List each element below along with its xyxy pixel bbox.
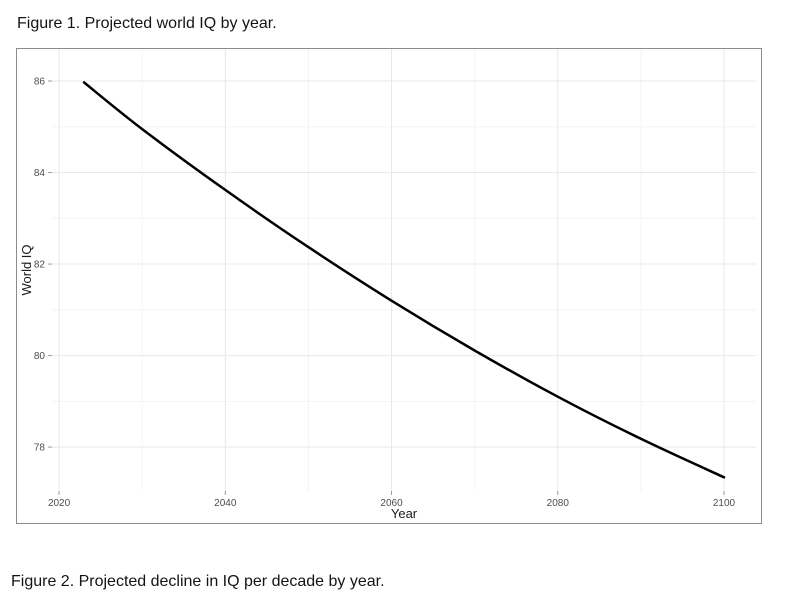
y-tick-label: 84 xyxy=(34,168,46,179)
figure1-chart-frame: 2020 2040 2060 2080 2100 78 80 82 84 86 Year World … xyxy=(16,48,762,524)
x-tick-label: 2100 xyxy=(713,498,736,509)
world-iq-trend-line xyxy=(82,81,726,479)
x-tick-label: 2040 xyxy=(214,498,237,509)
x-tick-label: 2060 xyxy=(380,498,403,509)
figure2-caption: Figure 2. Projected decline in IQ per de… xyxy=(11,573,385,590)
y-tick-label: 80 xyxy=(34,351,46,362)
y-tick-label: 82 xyxy=(34,260,46,271)
y-tick-label: 86 xyxy=(34,77,46,88)
x-tick-label: 2020 xyxy=(48,498,71,509)
y-tick-label: 78 xyxy=(34,443,46,454)
world-iq-line-chart: 2020 2040 2060 2080 2100 78 80 82 84 86 Year World … xyxy=(19,49,756,521)
x-tick-label: 2080 xyxy=(547,498,570,509)
y-axis-title: World IQ xyxy=(19,244,34,295)
x-axis-title: Year xyxy=(391,506,418,521)
figure1-caption: Figure 1. Projected world IQ by year. xyxy=(17,15,277,32)
